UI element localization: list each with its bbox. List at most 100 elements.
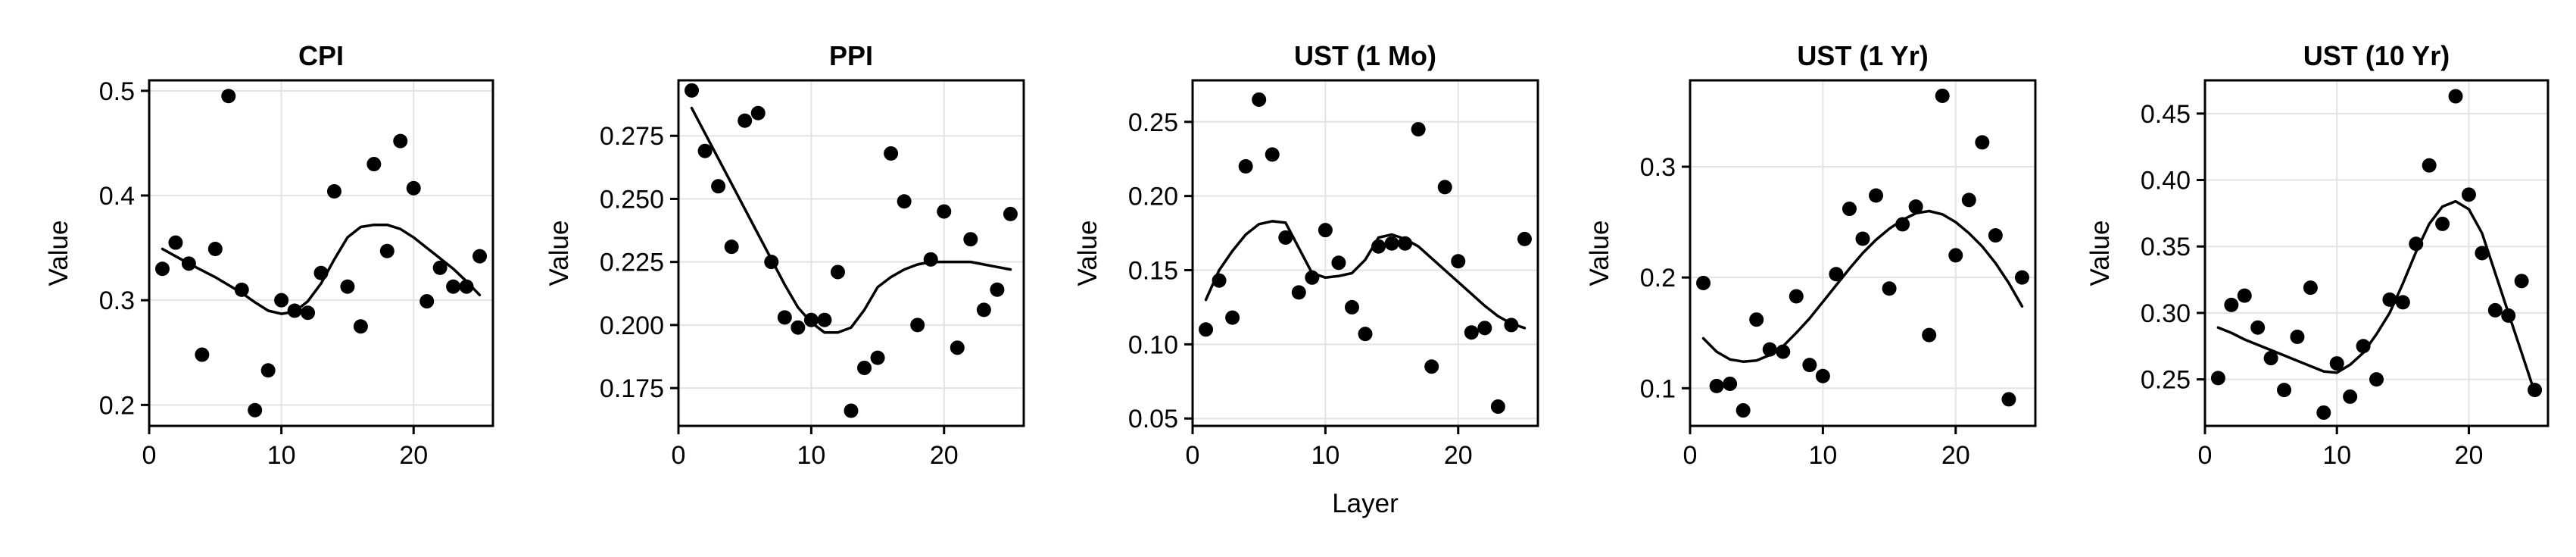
data-point [379, 243, 395, 258]
data-point [1398, 236, 1413, 251]
data-point [353, 319, 368, 334]
data-point [2395, 295, 2410, 310]
chart-panel: 0 10 20 0.2 0.3 0.4 0.5 CPI Value [44, 40, 494, 470]
data-point [1749, 312, 1764, 327]
plot-frame [1689, 79, 2037, 427]
data-point [884, 146, 899, 161]
data-point [326, 183, 341, 199]
chart-panel: 0 10 20 0.25 0.30 0.35 0.40 0.45 UST (10 Yr) Valu… [2085, 40, 2549, 470]
x-tick-label: 10 [1311, 441, 1339, 470]
data-point [750, 105, 766, 120]
x-tick-label: 0 [2198, 441, 2213, 470]
y-axis-label: Value [1585, 221, 1614, 286]
data-point [897, 194, 912, 209]
x-tick-label: 10 [2322, 441, 2351, 470]
data-point [1517, 231, 1532, 246]
data-point [1344, 299, 1359, 314]
data-point [2250, 320, 2266, 335]
plot-frame [2203, 79, 2549, 427]
data-point [234, 282, 249, 297]
x-tick-label: 10 [267, 441, 296, 470]
data-point [2409, 236, 2424, 252]
data-point [1815, 368, 1830, 383]
trend-line [2216, 199, 2537, 394]
data-point [2382, 292, 2397, 307]
x-tick-label: 20 [2455, 441, 2484, 470]
data-point [791, 320, 806, 335]
y-tick-label: 0.35 [2141, 233, 2191, 261]
data-point [2263, 351, 2278, 366]
data-point [2461, 187, 2476, 202]
y-tick-label: 0.05 [1128, 405, 1178, 433]
data-point [221, 89, 236, 104]
data-point [1451, 254, 1466, 269]
data-point [830, 264, 845, 280]
data-point [1199, 322, 1214, 337]
data-point [2435, 216, 2450, 231]
y-tick-label: 0.2 [1640, 264, 1676, 293]
y-tick-label: 0.200 [600, 311, 664, 340]
data-point [1003, 206, 1018, 221]
data-point [366, 157, 382, 172]
data-point [1238, 159, 1253, 174]
data-point [1776, 344, 1791, 359]
data-point [711, 179, 726, 194]
data-point [1829, 267, 1844, 282]
data-point [181, 256, 196, 271]
data-point [1908, 199, 1923, 214]
data-point [446, 279, 461, 294]
y-tick-label: 0.2 [99, 391, 135, 420]
y-tick-label: 0.40 [2141, 167, 2191, 196]
data-point [459, 279, 474, 294]
y-tick-label: 0.275 [600, 122, 664, 151]
data-point [990, 282, 1005, 297]
data-point [923, 252, 938, 267]
data-point [168, 235, 183, 250]
data-point [195, 347, 210, 362]
data-point [976, 302, 991, 318]
data-point [2316, 405, 2331, 420]
y-tick-label: 0.30 [2141, 299, 2191, 328]
y-axis-label: Value [2085, 221, 2115, 286]
data-point [1384, 236, 1399, 251]
data-point [1291, 285, 1306, 300]
data-point [1895, 217, 1910, 232]
data-point [1988, 228, 2003, 243]
data-point [1762, 342, 1777, 357]
data-point [1723, 376, 1738, 391]
data-point [1411, 122, 1426, 137]
data-point [1869, 188, 1884, 203]
data-point [1252, 92, 1267, 107]
data-point [2514, 274, 2529, 289]
data-point [1842, 202, 1857, 217]
y-tick-label: 0.4 [99, 182, 135, 211]
x-tick-label: 10 [797, 441, 825, 470]
trend-line [1204, 220, 1527, 330]
data-point [870, 350, 885, 365]
data-point [1935, 88, 1950, 103]
y-tick-label: 0.3 [99, 286, 135, 315]
trend-line [690, 106, 1012, 334]
data-point [207, 241, 223, 256]
data-point [154, 261, 170, 277]
data-point [1318, 223, 1333, 238]
data-point [1882, 281, 1897, 296]
data-point [1371, 239, 1386, 254]
data-point [844, 403, 859, 418]
data-point [803, 312, 819, 327]
x-axis-label: Layer [1332, 489, 1399, 518]
trend-line [1701, 209, 2024, 363]
x-tick-label: 20 [1444, 441, 1473, 470]
x-tick-label: 0 [1186, 441, 1200, 470]
data-point [419, 294, 435, 309]
data-point [1789, 289, 1804, 304]
data-point [2501, 308, 2516, 323]
data-point [950, 340, 965, 355]
data-point [764, 255, 779, 270]
data-point [1948, 248, 1963, 263]
data-point [857, 360, 872, 375]
y-axis-label: Value [1073, 221, 1102, 286]
data-point [2343, 389, 2358, 404]
data-point [2422, 158, 2437, 173]
data-point [1961, 192, 1976, 208]
